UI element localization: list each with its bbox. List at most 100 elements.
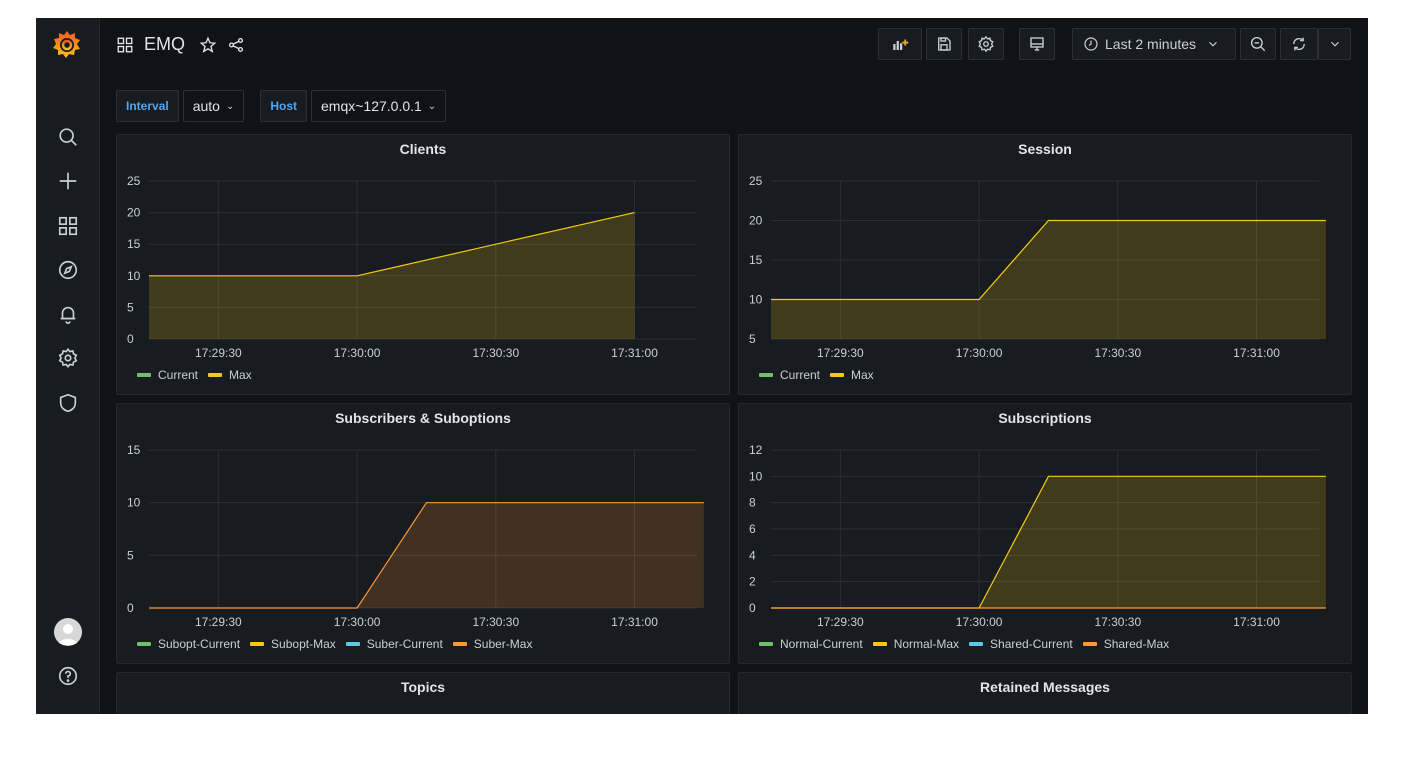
legend-item[interactable]: Max	[830, 368, 874, 382]
time-range-label: Last 2 minutes	[1105, 36, 1197, 52]
save-dashboard-button[interactable]	[926, 28, 962, 60]
explore-compass-icon[interactable]	[54, 256, 82, 284]
host-value: emqx~127.0.0.1	[321, 98, 422, 114]
panel-clients[interactable]: Clients 0 5 10 15 20 25 17:29:30 17:30:00 17:30:…	[116, 134, 730, 395]
x-tick-label: 17:30:30	[1094, 615, 1141, 629]
y-tick-label: 10	[749, 469, 763, 483]
y-tick-label: 0	[749, 601, 756, 615]
y-tick-label: 10	[127, 269, 141, 283]
legend-label: Shared-Current	[990, 637, 1073, 651]
legend-item[interactable]: Normal-Max	[872, 637, 960, 651]
dashboard-title[interactable]: EMQ	[144, 34, 186, 54]
y-tick-label: 5	[127, 300, 134, 314]
legend-item[interactable]: Max	[208, 368, 252, 382]
legend-item[interactable]: Current	[137, 368, 198, 382]
grafana-logo-icon[interactable]	[50, 28, 84, 62]
chart-legend: Subopt-Current Subopt-Max Suber-Current …	[137, 637, 532, 651]
legend-label: Subopt-Current	[158, 637, 241, 651]
legend-label: Max	[229, 368, 252, 382]
grafana-app: EMQ Last 2 minutes	[36, 18, 1368, 714]
share-icon[interactable]	[227, 36, 245, 54]
star-icon[interactable]	[199, 36, 217, 54]
refresh-button[interactable]	[1280, 28, 1318, 60]
chevron-down-icon	[1209, 41, 1217, 47]
panel-title[interactable]: Clients	[399, 141, 447, 157]
create-plus-icon[interactable]	[54, 167, 82, 195]
dashboard-settings-button[interactable]	[968, 28, 1004, 60]
legend-item[interactable]: Suber-Current	[345, 637, 443, 651]
chevron-down-icon: ⌄	[225, 100, 235, 112]
legend-label: Current	[780, 368, 821, 382]
legend-item[interactable]: Shared-Current	[969, 637, 1073, 651]
chevron-down-icon	[1330, 41, 1339, 47]
help-question-icon[interactable]	[54, 662, 82, 690]
y-tick-label: 8	[749, 496, 756, 510]
y-tick-label: 2	[749, 575, 756, 589]
legend-item[interactable]: Shared-Max	[1082, 637, 1169, 651]
save-icon	[938, 37, 951, 51]
legend-swatch	[872, 642, 887, 646]
configuration-gear-icon[interactable]	[54, 344, 82, 372]
zoom-out-button[interactable]	[1240, 28, 1276, 60]
dashboard-title-area: EMQ	[116, 34, 245, 55]
y-tick-label: 25	[127, 174, 141, 188]
refresh-interval-dropdown[interactable]	[1318, 28, 1351, 60]
y-tick-label: 5	[749, 332, 756, 346]
add-panel-button[interactable]	[878, 28, 922, 60]
y-tick-label: 10	[749, 293, 763, 307]
legend-item[interactable]: Suber-Max	[452, 637, 533, 651]
host-select[interactable]: emqx~127.0.0.1 ⌄	[311, 90, 447, 122]
x-tick-label: 17:30:00	[334, 346, 381, 360]
panel-title[interactable]: Session	[1018, 141, 1072, 157]
legend-label: Normal-Current	[780, 637, 863, 651]
legend-item[interactable]: Subopt-Max	[250, 637, 336, 651]
subscribers-chart: 0 5 10 15 17:29:30 17:30:00 17:30:30 17:31:00	[127, 443, 704, 629]
y-tick-label: 15	[749, 253, 763, 267]
alerting-bell-icon[interactable]	[54, 300, 82, 328]
panel-retained-messages[interactable]: Retained Messages	[738, 672, 1352, 714]
x-tick-label: 17:30:30	[472, 615, 519, 629]
x-tick-label: 17:30:30	[1094, 346, 1141, 360]
legend-label: Current	[158, 368, 199, 382]
legend-swatch	[345, 642, 360, 646]
variable-label-host: Host	[260, 90, 307, 122]
legend-item[interactable]: Subopt-Current	[137, 637, 240, 651]
panel-title[interactable]: Retained Messages	[980, 679, 1110, 695]
legend-swatch	[250, 642, 265, 646]
dashboards-icon[interactable]	[54, 212, 82, 240]
y-tick-label: 4	[749, 548, 756, 562]
y-tick-label: 6	[749, 522, 756, 536]
legend-item[interactable]: Normal-Current	[759, 637, 863, 651]
x-tick-label: 17:30:30	[472, 346, 519, 360]
legend-swatch	[1082, 642, 1097, 646]
search-icon[interactable]	[54, 123, 82, 151]
user-avatar[interactable]	[54, 618, 82, 646]
legend-label: Suber-Max	[473, 637, 533, 651]
legend-swatch	[830, 373, 845, 377]
legend-label: Subopt-Max	[271, 637, 336, 651]
view-mode-button[interactable]	[1019, 28, 1055, 60]
panel-subscribers-suboptions[interactable]: Subscribers & Suboptions 0 5 10 15 17:29:30 1…	[116, 403, 730, 664]
gear-icon	[978, 35, 994, 53]
y-tick-label: 15	[127, 443, 141, 457]
panel-session[interactable]: Session 5 10 15 20 25 17:29:30 17:30:00 17:30:3…	[738, 134, 1352, 395]
panel-title[interactable]: Topics	[400, 679, 446, 695]
dashboard-navbar: EMQ Last 2 minutes	[100, 18, 1368, 72]
legend-item[interactable]: Current	[759, 368, 820, 382]
y-tick-label: 0	[127, 332, 134, 346]
legend-label: Suber-Current	[366, 637, 443, 651]
x-tick-label: 17:29:30	[195, 615, 242, 629]
panel-title[interactable]: Subscribers & Suboptions	[335, 410, 511, 426]
add-panel-icon	[893, 39, 909, 50]
panel-title[interactable]: Subscriptions	[998, 410, 1092, 426]
panel-topics[interactable]: Topics	[116, 672, 730, 714]
server-admin-shield-icon[interactable]	[54, 389, 82, 417]
legend-label: Normal-Max	[893, 637, 960, 651]
session-chart: 5 10 15 20 25 17:29:30 17:30:00 17:30:30 17:31:0…	[749, 174, 1326, 360]
time-range-picker[interactable]: Last 2 minutes	[1072, 28, 1236, 60]
panel-subscriptions[interactable]: Subscriptions 0 2 4 6 8 10 12 17:29:30 17:30:00 1…	[738, 403, 1352, 664]
chart-legend: Current Max	[759, 368, 874, 382]
x-tick-label: 17:29:30	[817, 615, 864, 629]
interval-select[interactable]: auto ⌄	[182, 90, 245, 122]
x-tick-label: 17:31:00	[611, 346, 658, 360]
